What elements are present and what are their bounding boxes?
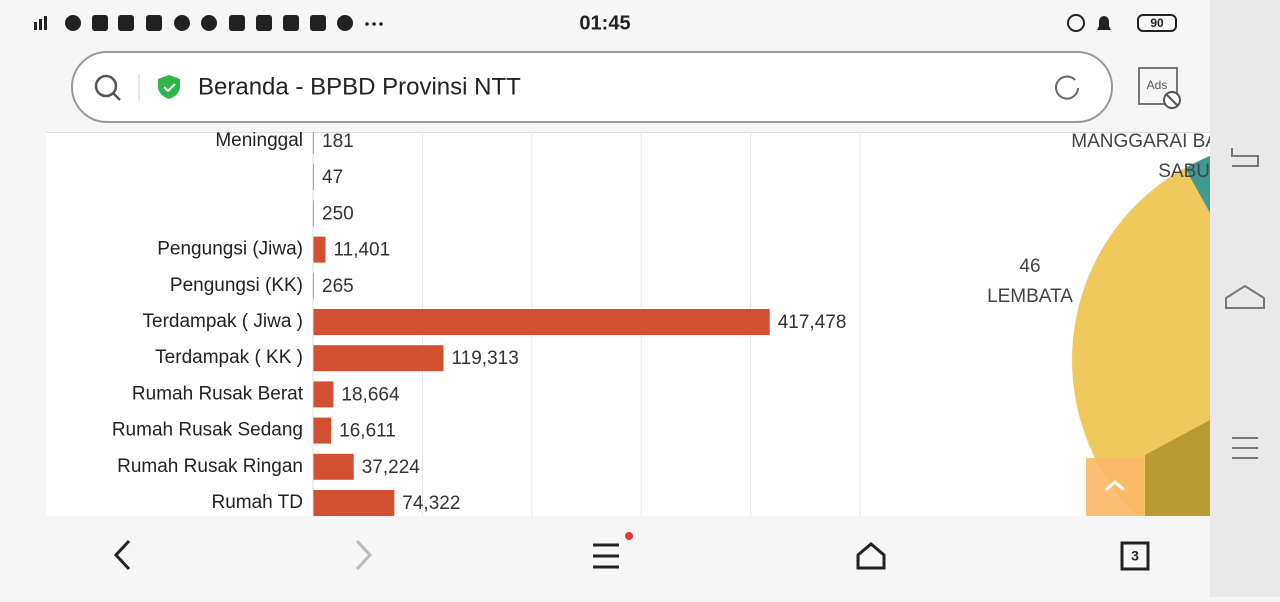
system-menu[interactable]	[1232, 437, 1258, 459]
value-label: 11,401	[333, 240, 390, 261]
forward-button[interactable]	[355, 539, 373, 571]
tab-count: 3	[1131, 548, 1139, 564]
value-label: 37,224	[362, 457, 421, 478]
menu-badge	[625, 532, 633, 540]
pie-label: SABU	[1158, 161, 1210, 182]
ads-block-slash	[1165, 93, 1179, 107]
bar	[313, 309, 770, 335]
secure-check	[163, 83, 176, 93]
secure-icon	[158, 75, 180, 99]
clock: 01:45	[579, 12, 630, 34]
bar	[313, 345, 444, 372]
value-label: 417,478	[778, 312, 847, 333]
status-icons	[34, 14, 1177, 32]
pie-label: MANGGARAI BA	[1071, 131, 1218, 152]
category-label: Pengungsi (KK)	[170, 275, 303, 296]
category-label: Rumah Rusak Berat	[132, 383, 304, 404]
address-bar[interactable]	[71, 51, 1113, 123]
pie-label: LEMBATA	[987, 286, 1073, 307]
page-title: Beranda - BPBD Provinsi NTT	[198, 73, 521, 100]
reload-button[interactable]	[1055, 75, 1079, 100]
back-button[interactable]	[113, 539, 131, 571]
value-label: 47	[322, 167, 343, 188]
pie-label: 46	[1019, 256, 1040, 277]
battery-level: 90	[1150, 16, 1164, 30]
value-label: 16,611	[339, 421, 396, 442]
menu-button[interactable]	[593, 543, 619, 569]
value-label: 265	[322, 276, 354, 297]
home-button[interactable]	[856, 542, 886, 570]
search-icon	[94, 74, 118, 98]
bar	[313, 381, 334, 408]
value-label: 74,322	[402, 493, 460, 514]
bar	[313, 236, 326, 263]
tabs-button[interactable]	[1120, 541, 1150, 571]
bars: Meninggal 181 47 250 Pengungsi (Jiwa) 11,401 P…	[112, 130, 847, 516]
category-label: Rumah Rusak Ringan	[117, 456, 303, 477]
category-label: Terdampak ( Jiwa )	[143, 311, 304, 332]
system-back[interactable]	[1231, 148, 1259, 167]
value-label: 250	[322, 203, 354, 224]
ads-label: Ads	[1147, 78, 1168, 92]
pie-slice	[1185, 156, 1210, 213]
bar	[313, 417, 332, 444]
scroll-top-arrow	[1105, 479, 1125, 492]
system-home[interactable]	[1225, 284, 1265, 309]
chart-area: MANGGARAI BA SABU 46 LEMBATA	[421, 131, 1218, 516]
category-label: Terdampak ( KK )	[155, 347, 303, 368]
bar	[313, 490, 395, 516]
value-label: 18,664	[341, 384, 400, 405]
search-icon-handle	[112, 92, 121, 101]
scroll-top-button[interactable]	[1086, 458, 1144, 516]
value-label: 119,313	[452, 348, 519, 369]
pie-slice	[1072, 155, 1210, 516]
bar	[313, 453, 354, 480]
category-label: Meninggal	[215, 130, 303, 151]
system-nav	[1210, 0, 1280, 597]
pie-slice	[1145, 420, 1210, 516]
category-label: Pengungsi (Jiwa)	[157, 239, 303, 260]
category-label: Rumah Rusak Sedang	[112, 420, 303, 441]
category-label: Rumah TD	[211, 492, 303, 513]
ads-block-button[interactable]	[1138, 67, 1178, 105]
value-label: 181	[322, 131, 354, 152]
